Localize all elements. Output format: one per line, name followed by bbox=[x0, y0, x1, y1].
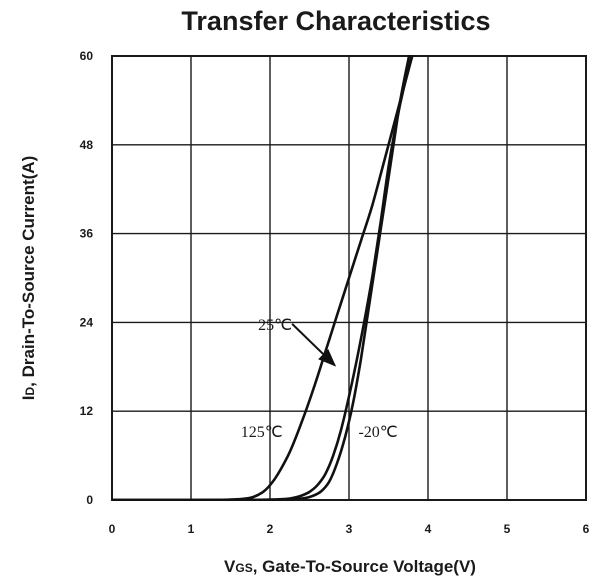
curve-label-2: -20℃ bbox=[358, 424, 397, 441]
annotation-arrow bbox=[291, 323, 337, 367]
x-axis-ticks: 0 1 2 3 4 5 6 bbox=[109, 522, 590, 536]
curve-label-0: 25℃ bbox=[258, 317, 292, 334]
x-axis-label-rest: , Gate-To-Source Voltage(V) bbox=[253, 557, 476, 576]
curves bbox=[112, 55, 414, 501]
y-axis-label: ID, Drain-To-Source Current(A) bbox=[19, 156, 38, 400]
x-tick-label-1: 1 bbox=[188, 522, 195, 536]
x-axis-label: VGS, Gate-To-Source Voltage(V) bbox=[224, 557, 476, 576]
series-line-2 bbox=[112, 55, 411, 501]
y-tick-label-1: 12 bbox=[80, 404, 94, 418]
x-axis-label-subscript: GS bbox=[235, 561, 252, 575]
x-tick-label-0: 0 bbox=[109, 522, 116, 536]
y-tick-label-4: 48 bbox=[80, 138, 94, 152]
curve-annotations: 25℃ 125℃ -20℃ bbox=[241, 317, 398, 441]
y-axis-label-subscript: D bbox=[23, 387, 37, 396]
y-tick-label-2: 24 bbox=[80, 315, 94, 329]
y-axis-label-rest: , Drain-To-Source Current(A) bbox=[19, 156, 38, 387]
y-tick-label-5: 60 bbox=[80, 49, 94, 63]
plot-frame bbox=[111, 55, 587, 501]
x-axis-label-main: V bbox=[224, 557, 236, 576]
x-tick-label-6: 6 bbox=[583, 522, 590, 536]
x-tick-label-5: 5 bbox=[504, 522, 511, 536]
x-tick-label-2: 2 bbox=[267, 522, 274, 536]
x-tick-label-4: 4 bbox=[425, 522, 432, 536]
chart-title: Transfer Characteristics bbox=[181, 6, 490, 36]
curve-label-1: 125℃ bbox=[241, 424, 283, 441]
y-tick-label-3: 36 bbox=[80, 227, 94, 241]
y-tick-label-0: 0 bbox=[86, 493, 93, 507]
series-line-0 bbox=[112, 55, 414, 501]
x-tick-label-3: 3 bbox=[346, 522, 353, 536]
y-axis-label-main: I bbox=[19, 396, 38, 401]
y-axis-ticks: 0 12 24 36 48 60 bbox=[80, 49, 94, 507]
